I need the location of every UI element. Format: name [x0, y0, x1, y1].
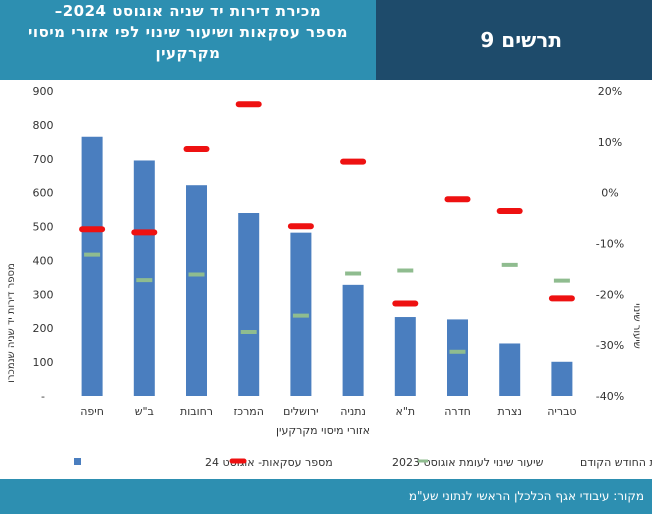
x-tick-label: טבריה — [547, 405, 576, 418]
chart-title-line-3: מקרקעין — [155, 44, 221, 62]
bar — [447, 319, 468, 396]
footer: מקור: עיבודי אגף הכלכלן הראשי לנתוני שע"… — [0, 479, 652, 514]
y-tick-label: 300 — [33, 288, 54, 301]
x-tick-label: רחובות — [180, 405, 213, 418]
y-tick-label: 200 — [33, 322, 54, 335]
y-tick-label: 500 — [33, 221, 54, 234]
chart-title-box: מכירת דירות יד שניה אוגוסט 2024– מספר עס… — [0, 0, 376, 80]
legend-item-bars: מספר עסקאות- אוגוסט 24 — [74, 456, 333, 469]
chart-title-line-1: מכירת דירות יד שניה אוגוסט 2024– — [54, 2, 322, 20]
legend: מספר עסקאות- אוגוסט 24 שיעור שינוי לעומת… — [74, 456, 652, 469]
y-tick-label: 800 — [33, 119, 54, 132]
bar — [81, 136, 103, 396]
x-axis-label: אזורי מיסוי מקרקעין — [276, 424, 370, 437]
y2-tick-label: -10% — [596, 238, 624, 251]
bar — [394, 317, 416, 396]
x-tick-label: חיפה — [80, 405, 104, 418]
figure-label-box: תרשים 9 — [376, 0, 652, 80]
legend-item-mom: שיעור שינוי לעומת החודש הקודם — [418, 456, 652, 469]
y2-tick-label: -20% — [596, 288, 624, 301]
x-tick-label: ב"ש — [135, 405, 154, 418]
x-tick-label: ת"א — [395, 405, 415, 418]
bar — [238, 213, 260, 396]
y2-tick-label: 10% — [598, 136, 622, 149]
x-tick-label: נצרת — [498, 405, 522, 418]
legend-swatch-bars — [74, 458, 81, 465]
legend-item-yoy: שיעור שינוי לעומת אוגוסט 2023 — [229, 456, 544, 469]
chart: - 100 200 300 400 500 600 700 800 900 -40% -30% -20… — [6, 85, 652, 469]
y-tick-label: 900 — [33, 85, 54, 98]
y-tick-label: 700 — [33, 153, 54, 166]
bar — [551, 361, 573, 396]
y-tick-label: 400 — [33, 254, 54, 267]
legend-label-bars: מספר עסקאות- אוגוסט 24 — [205, 456, 333, 469]
legend-label-yoy: שיעור שינוי לעומת אוגוסט 2023 — [392, 456, 544, 469]
x-tick-label: המרכז — [233, 405, 264, 418]
y-tick-label: 100 — [33, 356, 54, 369]
x-tick-label: ירושלים — [283, 405, 318, 418]
y-axis-label: מספר דירות יד שניה שנמכרו — [6, 263, 17, 383]
y2-tick-label: -40% — [596, 390, 624, 403]
x-tick-label: נתניה — [340, 405, 366, 418]
y2-axis-label: שיעור שינוי — [631, 303, 642, 348]
y2-tick-label: -30% — [596, 339, 624, 352]
bar — [499, 343, 521, 396]
figure-label: תרשים 9 — [480, 28, 562, 52]
header: מכירת דירות יד שניה אוגוסט 2024– מספר עס… — [0, 0, 652, 80]
chart-title-line-2: מספר עסקאות ושיעור שינוי לפי אזורי מיסוי — [28, 23, 348, 41]
legend-label-mom: שיעור שינוי לעומת החודש הקודם — [580, 456, 652, 469]
y-tick-label: 600 — [33, 187, 54, 200]
y-tick-label: - — [41, 390, 45, 403]
bar — [342, 284, 364, 396]
bar — [186, 185, 207, 396]
y2-tick-label: 20% — [598, 85, 622, 98]
x-tick-label: חדרה — [444, 405, 471, 418]
y2-tick-label: 0% — [601, 187, 618, 200]
source-note: מקור: עיבודי אגף הכלכלן הראשי לנתוני שע"… — [408, 489, 644, 503]
